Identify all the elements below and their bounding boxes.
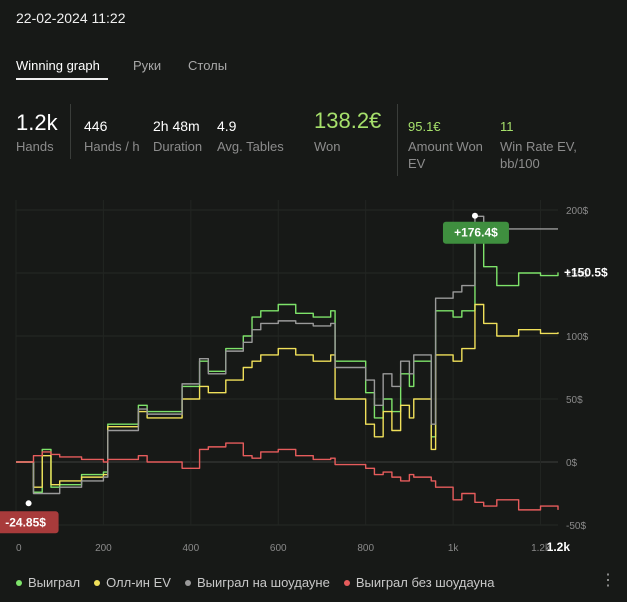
series-line-4 [16, 442, 559, 511]
x-tick-label: 800 [357, 543, 374, 554]
stat-duration-label: Duration [153, 139, 203, 154]
stat-win-rate-ev-value: 11 [500, 119, 514, 134]
stat-divider [397, 104, 398, 176]
stat-won-label: Won [314, 139, 341, 154]
x-tick-label: 200 [95, 543, 112, 554]
chart-legend: Выиграл Олл-ин EV Выиграл на шоудауне Вы… [16, 575, 494, 590]
winning-graph-chart[interactable]: 200$ 150$ 100$ 50$ 0$ -50$ 0 200 400 600 800 1k 1.2k… [0, 192, 627, 562]
min-value-badge-label: -24.85$ [5, 515, 46, 529]
stat-duration-value: 2h 48m [153, 118, 200, 134]
legend-label: Выиграл без шоудауна [355, 575, 495, 590]
max-point-marker [471, 212, 478, 219]
legend-item-won[interactable]: Выиграл [16, 575, 80, 590]
x-tick-label: 1k [448, 543, 460, 554]
y-tick-label: 200$ [566, 206, 589, 217]
series-line-2 [16, 303, 559, 488]
x-tick-label: 1.2k [531, 543, 551, 554]
stat-win-rate-ev-label: Win Rate EV, bb/100 [500, 138, 577, 172]
series-line-3 [16, 215, 558, 495]
legend-dot-icon [94, 579, 101, 586]
x-tick-label: 400 [182, 543, 199, 554]
y-tick-label: 150$ [566, 269, 589, 280]
tab-tables[interactable]: Столы [188, 58, 228, 73]
x-tick-label: 0 [16, 543, 22, 554]
stat-hands-per-hour-value: 446 [84, 118, 108, 134]
x-end-label: 1.2k [547, 540, 571, 554]
tab-winning-graph[interactable]: Winning graph [16, 58, 100, 73]
stat-win-rate-ev-label-line1: Win Rate EV, [500, 139, 577, 154]
chart-grid [15, 200, 558, 526]
active-tab-underline [16, 78, 108, 80]
y-tick-label: -50$ [566, 521, 586, 532]
stat-hands-label: Hands [16, 139, 54, 154]
stat-amount-won-ev-label-line2: EV [408, 156, 426, 171]
max-value-badge [442, 221, 509, 244]
session-datetime: 22-02-2024 11:22 [16, 10, 126, 26]
legend-item-allin-ev[interactable]: Олл-ин EV [94, 575, 171, 590]
more-options-icon[interactable]: ⋮ [600, 572, 616, 589]
stat-amount-won-ev-label: Amount Won EV [408, 138, 483, 172]
max-value-badge-label: +176.4$ [454, 226, 498, 240]
stat-win-rate-ev-label-line2: bb/100 [500, 156, 540, 171]
x-tick-label: 600 [270, 543, 287, 554]
chart-series [16, 215, 559, 511]
min-value-badge [0, 511, 59, 534]
min-point-marker [25, 500, 32, 507]
stat-won-value: 138.2€ [314, 108, 382, 133]
legend-dot-icon [184, 579, 191, 586]
legend-label: Выиграл на шоудауне [196, 575, 330, 590]
y-tick-label: 0$ [566, 458, 578, 469]
stat-hands-per-hour-label: Hands / h [84, 139, 140, 154]
legend-item-non-showdown[interactable]: Выиграл без шоудауна [343, 575, 495, 590]
stat-hands-value: 1.2k [16, 110, 58, 135]
stat-avg-tables-value: 4.9 [217, 118, 237, 134]
chart-labels: 200$ 150$ 100$ 50$ 0$ -50$ 0 200 400 600 800 1k 1.2k… [0, 206, 608, 554]
tab-hands[interactable]: Руки [133, 58, 162, 73]
stat-avg-tables-label: Avg. Tables [217, 139, 284, 154]
legend-item-showdown[interactable]: Выиграл на шоудауне [184, 575, 330, 590]
stat-amount-won-ev-value: 95.1€ [408, 119, 441, 134]
legend-label: Выиграл [28, 575, 81, 590]
y-tick-label: 50$ [566, 395, 583, 406]
series-line-1 [16, 239, 559, 493]
stat-divider [70, 104, 71, 159]
stat-amount-won-ev-label-line1: Amount Won [408, 139, 483, 154]
end-value-label: +150.5$ [564, 265, 608, 279]
legend-dot-icon [16, 579, 22, 586]
legend-dot-icon [343, 579, 350, 586]
legend-label: Олл-ин EV [106, 575, 171, 590]
y-tick-label: 100$ [566, 332, 589, 343]
